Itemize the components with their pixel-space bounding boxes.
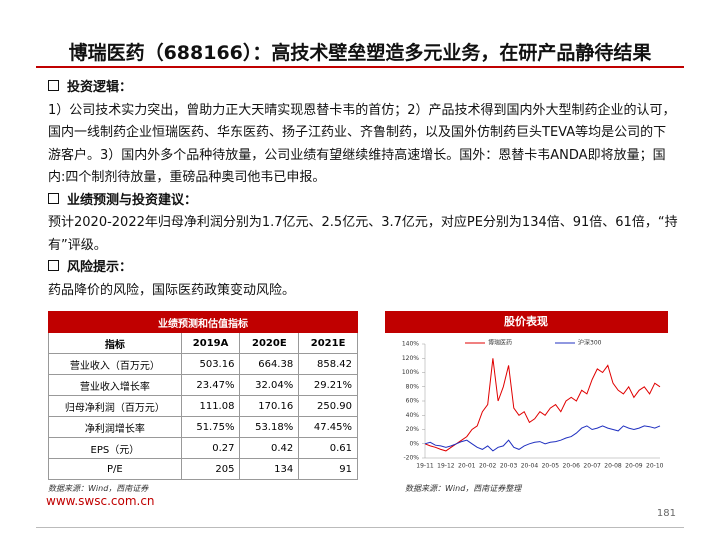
cell: P/E	[48, 458, 182, 480]
y-tick-label: -20%	[403, 455, 419, 462]
cell: 0.42	[239, 437, 300, 459]
legend-label: 博瑞医药	[488, 339, 512, 347]
heading: 业绩预测与投资建议：	[67, 192, 198, 208]
y-tick-label: 40%	[406, 412, 420, 419]
cell: 29.21%	[298, 374, 358, 396]
chart: 股价表现 140% 120% 100% 80% 60% 40% 20% 0% -20%19-11…	[385, 311, 668, 470]
cell: 47.45%	[298, 416, 358, 438]
cell: EPS（元）	[48, 437, 182, 459]
cell: 0.27	[180, 437, 241, 459]
chart-source: 数据来源：Wind，西南证券整理	[405, 484, 522, 493]
y-tick-label: 20%	[406, 426, 420, 433]
chart-title: 股价表现	[504, 314, 548, 328]
y-tick-label: 60%	[406, 398, 420, 405]
cell: 32.04%	[239, 374, 300, 396]
cell: 53.18%	[239, 416, 300, 438]
title-rule	[36, 66, 684, 68]
footer-rule	[36, 527, 684, 528]
section: 风险提示：	[48, 257, 678, 280]
title: 博瑞医药（688166）：高技术壁垒塑造多元业务，在研产品静待结果	[68, 42, 652, 64]
x-tick-label: 20-09	[625, 463, 643, 470]
cell: 858.42	[298, 353, 358, 375]
paragraph: 预计2020-2022年归母净利润分别为1.7亿元、2.5亿元、3.7亿元，对应…	[48, 215, 678, 253]
table-title-row: 业绩预测和估值指标	[48, 311, 358, 333]
bullet	[48, 80, 59, 91]
body: 投资逻辑： 1）公司技术实力突出，曾助力正大天晴实现恩替卡韦的首仿；2）产品技术…	[48, 77, 678, 302]
cell: 250.90	[298, 395, 358, 417]
y-tick-label: 80%	[406, 383, 420, 390]
paragraph: 药品降价的风险，国际医药政策变动风险。	[48, 282, 296, 298]
heading: 风险提示：	[67, 260, 133, 275]
row: 营业收入增长率 23.47% 32.04% 29.21%	[48, 374, 358, 396]
cell: 111.08	[180, 395, 241, 417]
y-tick-label: 0%	[409, 440, 419, 447]
table: 业绩预测和估值指标 指标 2019A 2020E 2021E 营业收入（百万元） 503.1…	[48, 311, 358, 480]
paragraph: 1）公司技术实力突出，曾助力正大天晴实现恩替卡韦的首仿；2）产品技术得到国内外大…	[48, 102, 676, 186]
header-cell: 指标	[48, 332, 182, 354]
cell: 134	[239, 458, 300, 480]
cell: 归母净利润（百万元）	[48, 395, 182, 417]
cell: 503.16	[180, 353, 241, 375]
x-tick-label: 20-08	[604, 463, 622, 470]
table-title: 业绩预测和估值指标	[48, 311, 358, 333]
cell: 170.16	[239, 395, 300, 417]
row: 净利润增长率 51.75% 53.18% 47.45%	[48, 416, 358, 438]
header-cell: 2019A	[180, 332, 241, 354]
y-tick-label: 120%	[402, 355, 419, 362]
table-source: 数据来源：Wind，西南证券	[48, 484, 149, 493]
series-line	[424, 358, 661, 452]
y-tick-label: 100%	[402, 369, 419, 376]
bullet	[48, 260, 59, 271]
cell: 23.47%	[180, 374, 241, 396]
cell: 91	[298, 458, 358, 480]
website: www.swsc.com.cn	[46, 494, 155, 508]
cell: 营业收入增长率	[48, 374, 182, 396]
x-tick-label: 20-10	[646, 463, 664, 470]
row: P/E 205 134 91	[48, 458, 358, 480]
section: 投资逻辑：	[48, 77, 678, 100]
x-tick-label: 20-06	[563, 463, 581, 470]
x-tick-label: 20-03	[500, 463, 518, 470]
chart-title-bar	[385, 311, 668, 333]
row: EPS（元） 0.27 0.42 0.61	[48, 437, 358, 459]
section: 业绩预测与投资建议：	[48, 190, 678, 213]
header-cell: 2020E	[239, 332, 300, 354]
x-tick-label: 20-07	[583, 463, 601, 470]
cell: 205	[180, 458, 241, 480]
series-line	[424, 425, 661, 452]
cell: 营业收入（百万元）	[48, 353, 182, 375]
x-tick-label: 20-04	[521, 463, 539, 470]
header-cell: 2021E	[298, 332, 358, 354]
x-tick-label: 19-11	[416, 463, 434, 470]
legend-label: 沪深300	[578, 339, 602, 347]
cell: 0.61	[298, 437, 358, 459]
cell: 净利润增长率	[48, 416, 182, 438]
y-tick-label: 140%	[402, 341, 419, 348]
row: 归母净利润（百万元） 111.08 170.16 250.90	[48, 395, 358, 417]
x-tick-label: 19-12	[437, 463, 455, 470]
page-number: 181	[656, 508, 676, 519]
x-tick-label: 20-01	[458, 463, 476, 470]
cell: 51.75%	[180, 416, 241, 438]
cell: 664.38	[239, 353, 300, 375]
heading: 投资逻辑：	[67, 80, 133, 95]
x-tick-label: 20-02	[479, 463, 497, 470]
bullet	[48, 192, 59, 204]
row: 营业收入（百万元） 503.16 664.38 858.42	[48, 353, 358, 375]
x-tick-label: 20-05	[542, 463, 560, 470]
header-row: 指标 2019A 2020E 2021E	[48, 332, 358, 354]
